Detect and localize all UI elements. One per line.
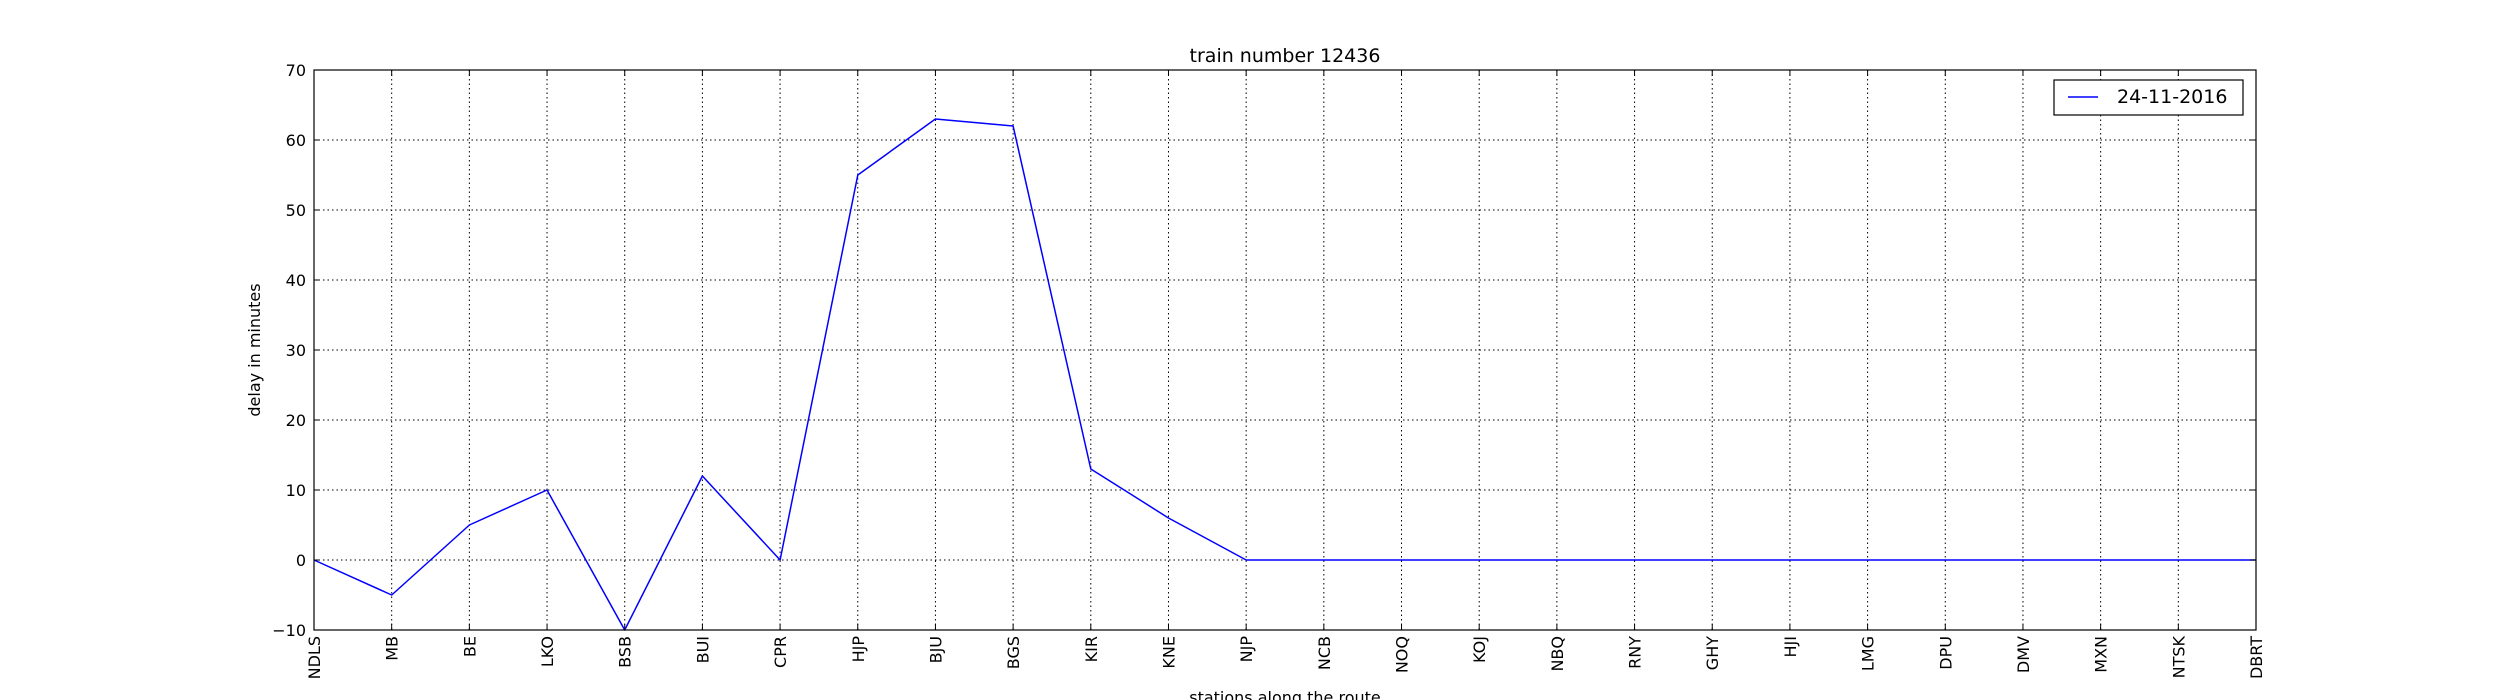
y-axis-label: delay in minutes: [245, 283, 264, 416]
x-tick-label: DBRT: [2247, 636, 2266, 679]
x-axis-label: stations along the route: [1189, 688, 1381, 700]
x-tick-label: MB: [383, 636, 402, 661]
x-tick-label: BUI: [693, 636, 712, 663]
x-tick-label: CPR: [771, 636, 790, 668]
x-tick-label: GHY: [1703, 636, 1722, 670]
legend: 24-11-2016: [2053, 79, 2244, 116]
x-tick-label: HJP: [849, 636, 868, 663]
series-layer: [313, 118, 2256, 631]
x-tick-label: DPU: [1936, 636, 1955, 670]
x-tick-label: NJP: [1237, 636, 1256, 663]
x-tick-label: NDLS: [305, 636, 324, 679]
x-tick-label: BGS: [1004, 636, 1023, 669]
y-tick-label: −10: [272, 621, 306, 640]
chart-title: train number 12436: [1190, 45, 1381, 67]
y-tick-label: 20: [286, 411, 306, 430]
y-tick-label: 60: [286, 131, 306, 150]
y-tick-label: 50: [286, 201, 306, 220]
x-tick-label: NTSK: [2169, 635, 2188, 678]
x-tick-label: LMG: [1859, 636, 1878, 671]
x-tick-label: MXN: [2092, 636, 2111, 673]
x-tick-label: NCB: [1315, 636, 1334, 670]
x-tick-label: NBQ: [1548, 636, 1567, 672]
series-line: [313, 118, 2256, 631]
y-tick-label: 10: [286, 481, 306, 500]
x-tick-label: HJI: [1781, 636, 1800, 657]
x-tick-label: LKO: [538, 636, 557, 667]
x-axis: NDLS MB BE LKO BSB BUI CPR HJP BJU BGS KIR KNE NJP NC…: [305, 70, 2266, 679]
x-tick-label: BJU: [926, 636, 945, 663]
x-tick-label: DMV: [2014, 636, 2033, 673]
y-tick-label: 30: [286, 341, 306, 360]
x-tick-label: RNY: [1626, 636, 1645, 669]
x-tick-label: KOJ: [1470, 636, 1489, 663]
y-tick-label: 70: [286, 61, 306, 80]
y-tick-label: 40: [286, 271, 306, 290]
x-tick-label: KNE: [1159, 636, 1178, 669]
x-tick-label: NOQ: [1393, 636, 1412, 673]
x-tick-label: BE: [460, 636, 479, 657]
x-tick-label: BSB: [616, 636, 635, 668]
y-tick-label: 0: [296, 551, 306, 570]
y-axis: −10 0 10 20 30 40 50 60 70: [272, 61, 2256, 640]
x-tick-label: KIR: [1082, 636, 1101, 662]
legend-label: 24-11-2016: [2117, 86, 2227, 108]
